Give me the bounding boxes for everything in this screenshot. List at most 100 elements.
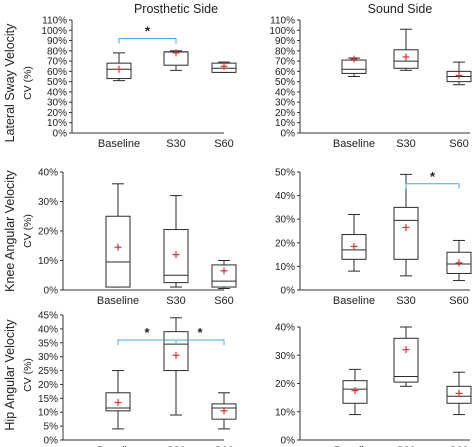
x-tick-label: S60: [449, 295, 469, 307]
box-s60: [446, 61, 472, 86]
chart-panel-5: 0% 5% 10% 15% 20% 25% 30% 35% 40% 45% Baseline S30 S…: [38, 311, 237, 447]
box-baseline: [105, 370, 131, 430]
y-tick-label: 15%: [38, 394, 58, 405]
y-tick-label: 80%: [47, 46, 67, 57]
box-baseline: [342, 368, 368, 416]
box-s30: [163, 195, 189, 288]
box-s30: [163, 49, 189, 71]
row-label-knee: Knee Angular Velocity: [3, 169, 17, 291]
significance-bracket: *: [118, 23, 177, 44]
box-s60: [211, 392, 237, 430]
y-tick-label: 30%: [275, 98, 295, 109]
box-s30: [393, 28, 419, 71]
x-tick-label: Baseline: [98, 138, 140, 150]
y-tick-label: 10%: [275, 262, 295, 273]
y-tick-label: 30%: [38, 352, 58, 363]
column-title-prosthetic: Prosthetic Side: [134, 2, 218, 16]
y-tick-label: 10%: [47, 118, 67, 129]
x-tick-label: S60: [449, 445, 469, 447]
y-tick-label: 100%: [269, 26, 295, 37]
y-tick-label: 20%: [38, 380, 58, 391]
y-tick-label: 50%: [47, 77, 67, 88]
x-tick-label: Baseline: [333, 295, 375, 307]
y-tick-label: 60%: [275, 67, 295, 78]
x-tick-label: S30: [396, 138, 416, 150]
chart-panel-1: 0%10%20%30%40%50%60%70%80%90%100%110% Bas…: [41, 16, 237, 150]
iqr-box: [163, 331, 189, 372]
y-tick-label: 0%: [44, 436, 59, 447]
x-tick-label: S30: [166, 138, 186, 150]
chart-panel-3: 0% 10% 20% 30% 40% Baseline S30 S60: [38, 168, 237, 307]
y-tick-label: 0%: [281, 286, 296, 297]
y-tick-label: 40%: [38, 324, 58, 335]
box-s60: [446, 239, 472, 282]
x-tick-label: Baseline: [334, 445, 376, 447]
box-s30: [163, 317, 189, 416]
significance-bracket: *: [405, 169, 460, 189]
x-tick-label: S60: [214, 138, 234, 150]
y-tick-label: 10%: [275, 118, 295, 129]
y-tick-label: 70%: [275, 57, 295, 68]
y-tick-label: 20%: [275, 238, 295, 249]
x-tick-label: S30: [166, 295, 186, 307]
y-tick-label: 0%: [281, 129, 296, 140]
x-tick-label: S30: [396, 295, 416, 307]
x-tick-label: Baseline: [97, 445, 139, 447]
y-tick-label: 45%: [38, 311, 58, 322]
bracket-line: [175, 339, 225, 345]
x-tick-label: S60: [449, 138, 469, 150]
y-tick-label: 20%: [47, 108, 67, 119]
y-tick-label: 20%: [275, 379, 295, 390]
row-label-hip: Hip Angular Velocity: [3, 319, 17, 431]
x-tick-label: S30: [166, 445, 186, 447]
y-tick-label: 100%: [41, 26, 67, 37]
chart-panels: 0%10%20%30%40%50%60%70%80%90%100%110%Bas…: [38, 16, 472, 447]
y-tick-label: 30%: [275, 215, 295, 226]
y-tick-label: 50%: [275, 168, 295, 179]
x-tick-label: Baseline: [97, 295, 139, 307]
box-s60: [211, 260, 237, 290]
y-tick-label: 70%: [47, 57, 67, 68]
bracket-line: [405, 183, 460, 189]
x-tick-label: Baseline: [333, 138, 375, 150]
ylabel-row-2: CV (%): [22, 214, 34, 248]
significance-star: *: [145, 23, 151, 38]
y-tick-label: 0%: [53, 129, 68, 140]
y-tick-label: 110%: [42, 16, 67, 27]
y-tick-label: 80%: [275, 46, 295, 57]
y-tick-label: 30%: [275, 351, 295, 362]
ylabel-row-1: CV (%): [22, 66, 34, 100]
significance-star: *: [144, 325, 150, 340]
y-tick-label: 10%: [38, 256, 58, 267]
y-tick-label: 60%: [47, 67, 67, 78]
y-tick-label: 90%: [47, 36, 67, 47]
y-tick-label: 10%: [275, 407, 295, 418]
bracket-line: [118, 37, 177, 44]
y-tick-label: 50%: [275, 77, 295, 88]
iqr-box: [105, 215, 131, 288]
box-baseline: [105, 183, 131, 288]
chart-panel-6: 0% 10% 20% 30% 40% Baseline S30 S60: [275, 323, 472, 447]
significance-star: *: [197, 325, 203, 340]
y-tick-label: 0%: [281, 436, 296, 447]
x-tick-label: S60: [214, 445, 234, 447]
y-tick-label: 40%: [275, 87, 295, 98]
box-s60: [446, 371, 472, 416]
y-tick-label: 40%: [275, 191, 295, 202]
y-tick-label: 30%: [47, 98, 67, 109]
x-tick-label: S30: [396, 445, 416, 447]
y-tick-label: 35%: [38, 338, 58, 349]
box-s30: [393, 326, 419, 387]
y-tick-label: 20%: [38, 227, 58, 238]
box-s60: [211, 61, 237, 73]
significance-star: *: [430, 169, 436, 184]
y-tick-label: 0%: [44, 286, 59, 297]
row-label-lateral-sway: Lateral Sway Velocity: [3, 23, 17, 143]
y-tick-label: 110%: [270, 16, 295, 27]
iqr-box: [393, 337, 419, 383]
box-s30: [393, 173, 419, 277]
column-title-sound: Sound Side: [368, 2, 433, 16]
y-tick-label: 40%: [38, 168, 58, 179]
x-tick-label: S60: [214, 295, 234, 307]
